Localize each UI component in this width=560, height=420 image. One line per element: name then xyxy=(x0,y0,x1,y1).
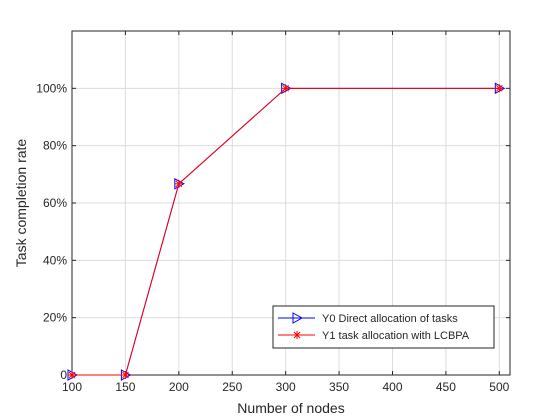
legend-label: Y1 task allocation with LCBPA xyxy=(322,330,470,342)
legend-marker xyxy=(293,331,301,339)
data-point-marker xyxy=(281,84,290,93)
y-tick-label: 0 xyxy=(60,368,67,382)
x-axis-label: Number of nodes xyxy=(237,400,344,416)
x-tick-label: 350 xyxy=(329,380,349,394)
x-tick-label: 200 xyxy=(169,380,189,394)
x-tick-label: 450 xyxy=(436,380,456,394)
y-tick-label: 60% xyxy=(43,196,67,210)
y-tick-label: 100% xyxy=(36,81,67,95)
axis-ticks: 100 150 200 250 300 350 400 450 500 0 20% 40% 60% 80%… xyxy=(36,31,510,394)
x-tick-label: 500 xyxy=(489,380,509,394)
y-tick-label: 80% xyxy=(43,139,67,153)
y-tick-label: 40% xyxy=(43,253,67,267)
x-tick-label: 150 xyxy=(115,380,135,394)
data-point-marker xyxy=(174,179,183,188)
x-tick-label: 250 xyxy=(222,380,242,394)
legend-marker xyxy=(292,312,304,324)
y-tick-label: 20% xyxy=(43,311,67,325)
legend-label: Y0 Direct allocation of tasks xyxy=(322,313,458,325)
legend: Y0 Direct allocation of tasks Y1 task all… xyxy=(272,305,495,349)
data-series xyxy=(67,82,506,381)
x-tick-label: 100 xyxy=(62,380,82,394)
x-tick-label: 400 xyxy=(382,380,402,394)
data-point-marker xyxy=(495,84,504,93)
data-point-marker xyxy=(68,371,76,379)
legend-item: Y1 task allocation with LCBPA xyxy=(278,330,470,342)
y-axis-label: Task completion rate xyxy=(13,139,29,268)
data-point-marker xyxy=(121,371,130,379)
x-tick-label: 300 xyxy=(276,380,296,394)
legend-item: Y0 Direct allocation of tasks xyxy=(278,312,458,325)
series-1 xyxy=(68,84,504,379)
legend-box xyxy=(272,305,495,349)
